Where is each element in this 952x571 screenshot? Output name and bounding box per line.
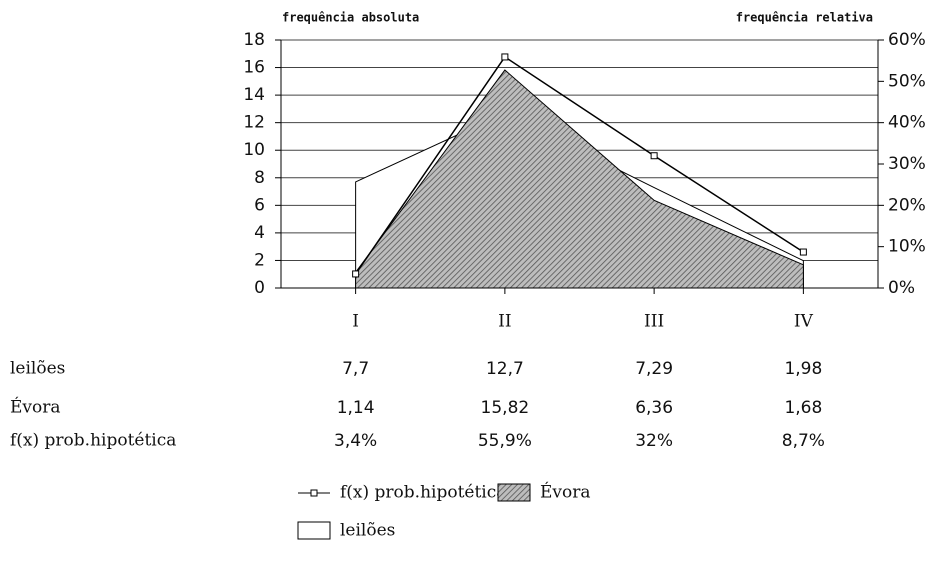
y-tick-label: 6 xyxy=(254,195,265,215)
y2-tick-label: 40% xyxy=(888,113,926,133)
table-cell: 6,36 xyxy=(635,398,673,418)
table-row-label: leilões xyxy=(10,359,65,379)
y-tick-label: 12 xyxy=(243,113,265,133)
marker xyxy=(352,270,360,278)
x-tick-label: II xyxy=(498,312,511,332)
table-row-label: f(x) prob.hipotética xyxy=(10,431,176,451)
legend-label: f(x) prob.hipotética xyxy=(340,483,506,503)
y-tick-label: 0 xyxy=(254,278,265,298)
x-tick-label: III xyxy=(644,312,664,332)
y-tick-label: 18 xyxy=(243,30,265,50)
legend-marker xyxy=(310,489,318,497)
table-cell: 1,98 xyxy=(784,359,822,379)
y-tick-label: 8 xyxy=(254,168,265,188)
marker xyxy=(799,248,807,256)
table-cell: 12,7 xyxy=(486,359,524,379)
table-cell: 7,29 xyxy=(635,359,673,379)
y-tick-label: 14 xyxy=(243,85,265,105)
y-tick-label: 2 xyxy=(254,250,265,270)
table-cell: 7,7 xyxy=(342,359,369,379)
y2-tick-label: 0% xyxy=(888,278,915,298)
line xyxy=(355,55,804,275)
marker xyxy=(650,152,658,160)
table-cell: 8,7% xyxy=(782,431,825,451)
y-axis-title: frequência absoluta xyxy=(282,11,419,25)
table-row-label: Évora xyxy=(10,397,61,418)
y2-tick-label: 20% xyxy=(888,195,926,215)
legend-label: leilões xyxy=(340,521,395,541)
table-cell: 3,4% xyxy=(334,431,377,451)
table-cell: 1,14 xyxy=(337,398,375,418)
y2-tick-label: 30% xyxy=(888,154,926,174)
y2-tick-label: 50% xyxy=(888,71,926,91)
table-cell: 55,9% xyxy=(478,431,532,451)
y-tick-label: 10 xyxy=(243,140,265,160)
y-tick-label: 4 xyxy=(254,223,265,243)
legend-swatch xyxy=(497,483,531,502)
y2-tick-label: 60% xyxy=(888,30,926,50)
y-tick-label: 16 xyxy=(243,58,265,78)
legend-label: Évora xyxy=(540,482,591,503)
marker xyxy=(501,53,509,61)
y2-tick-label: 10% xyxy=(888,237,926,257)
y2-axis-title: frequência relativa xyxy=(736,11,873,25)
legend-swatch xyxy=(297,521,331,540)
table-cell: 15,82 xyxy=(481,398,530,418)
table-cell: 1,68 xyxy=(784,398,822,418)
x-tick-label: IV xyxy=(794,312,814,332)
x-tick-label: I xyxy=(352,312,359,332)
table-cell: 32% xyxy=(635,431,673,451)
